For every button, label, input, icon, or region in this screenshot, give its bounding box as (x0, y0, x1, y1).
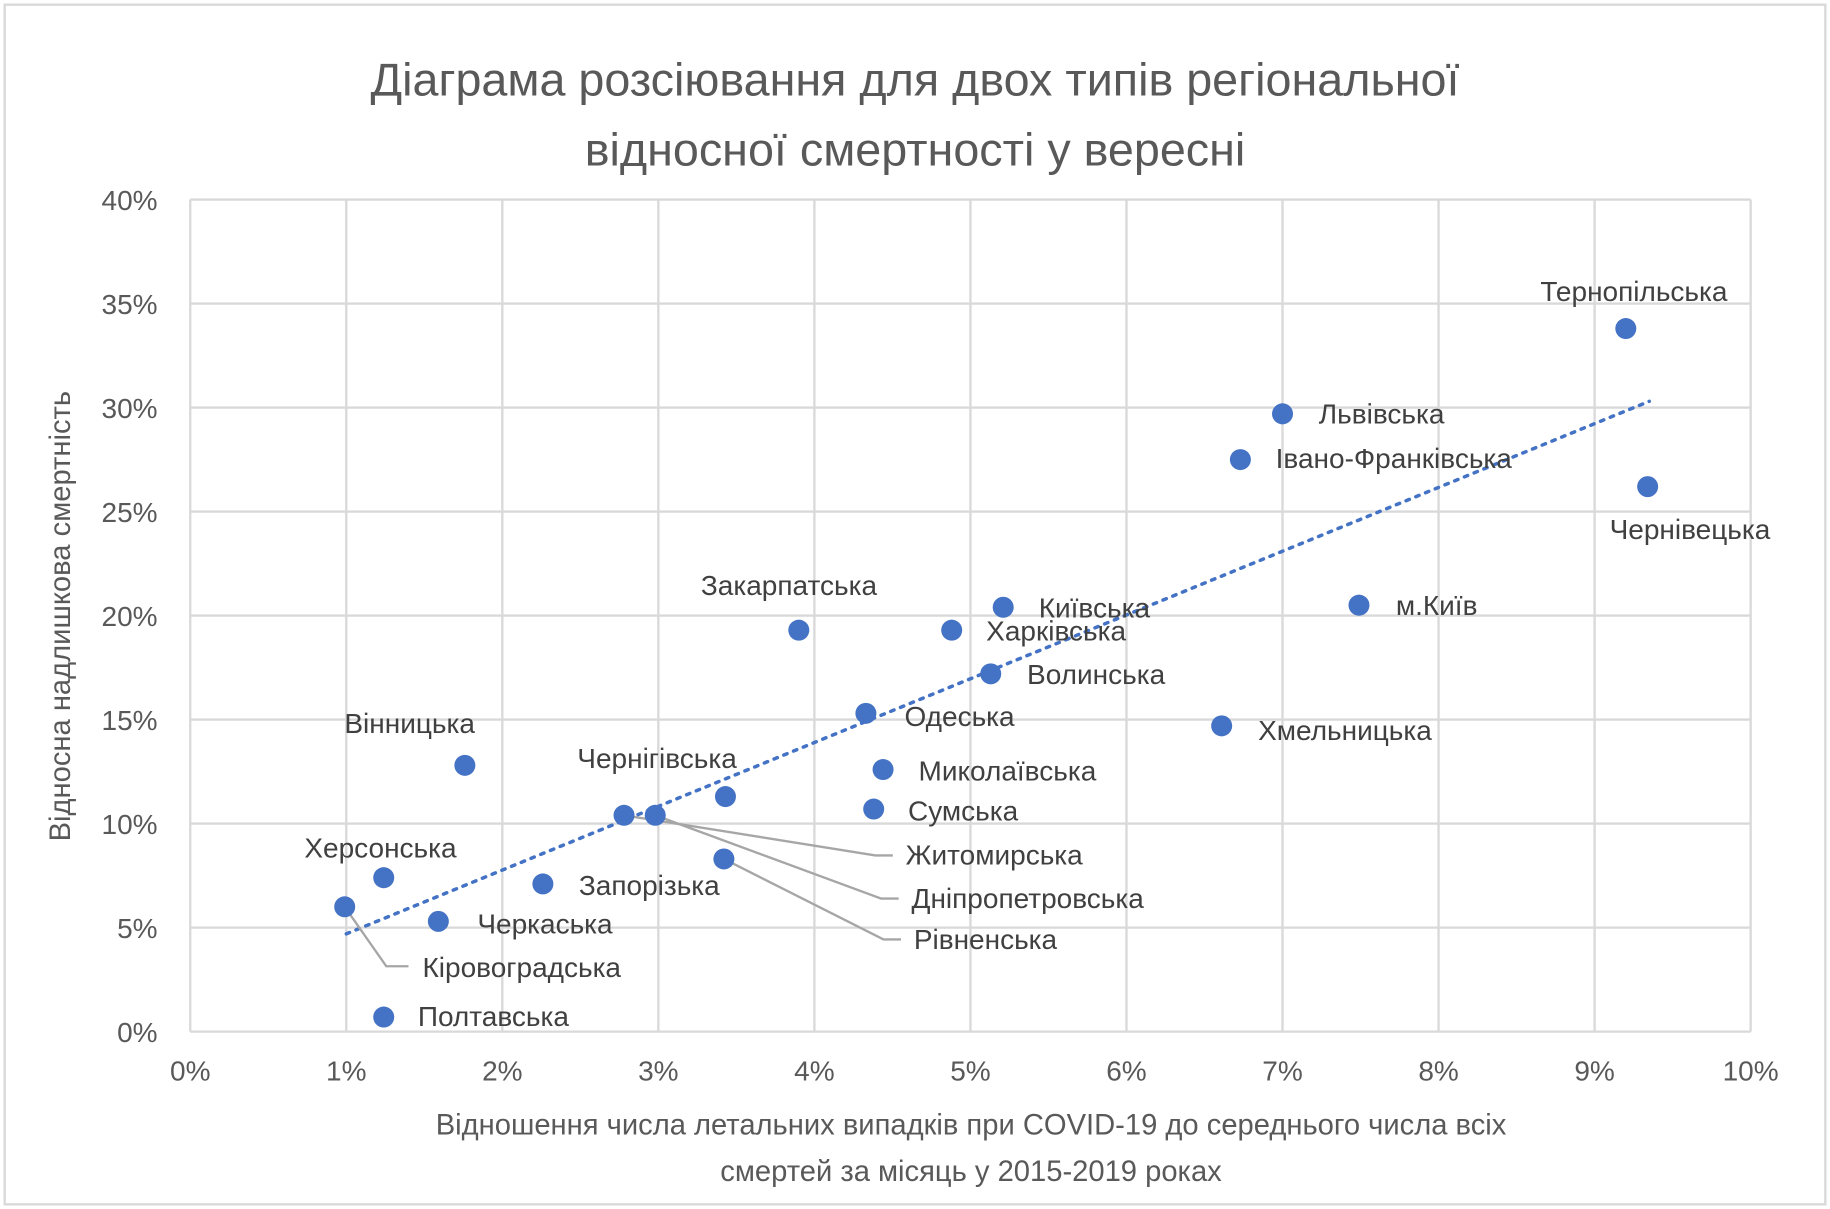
data-label: Вінницька (344, 708, 475, 739)
data-label: Тернопільська (1540, 276, 1727, 307)
data-label: Чернігівська (577, 743, 737, 774)
y-tick-label: 35% (102, 289, 158, 320)
data-point (1272, 403, 1294, 425)
y-tick-label: 15% (102, 705, 158, 736)
data-point (644, 804, 666, 826)
data-point (980, 663, 1002, 685)
leader-line (723, 857, 901, 941)
data-label: Волинська (1027, 659, 1166, 690)
data-label: Дніпропетровська (911, 883, 1144, 914)
data-point (941, 619, 963, 641)
y-axis-label: Відносна надлишкова смертність (45, 391, 77, 841)
chart-border (3, 3, 1827, 1206)
leader-line (343, 906, 409, 968)
x-tick-label: 9% (1574, 1056, 1614, 1087)
x-tick-label: 7% (1262, 1056, 1302, 1087)
x-tick-label: 5% (950, 1056, 990, 1087)
data-point (1615, 318, 1637, 340)
x-tick-label: 3% (638, 1056, 678, 1087)
y-tick-label: 40% (102, 185, 158, 216)
gridlines (189, 198, 1752, 1033)
data-point (872, 759, 894, 781)
x-tick-label: 0% (170, 1056, 210, 1087)
data-label: Херсонська (304, 833, 457, 864)
data-point (1637, 476, 1659, 498)
data-point (1348, 594, 1370, 616)
data-point (532, 873, 554, 895)
data-point (992, 596, 1014, 618)
data-label: Сумська (908, 795, 1019, 826)
leader-line (623, 814, 893, 857)
x-tick-label: 2% (482, 1056, 522, 1087)
data-label: Київська (1039, 592, 1151, 623)
data-label: Харківська (986, 616, 1126, 647)
leader-line (654, 814, 899, 900)
x-tick-label: 8% (1418, 1056, 1458, 1087)
data-point (427, 910, 449, 932)
x-axis-label-line-1: Відношення числа летальних випадків при … (436, 1109, 1507, 1141)
leader-lines (343, 814, 901, 968)
data-label: Івано-Франківська (1276, 443, 1513, 474)
data-points (334, 318, 1659, 1028)
data-point (613, 804, 635, 826)
data-point (855, 702, 877, 724)
y-tick-label: 25% (102, 497, 158, 528)
data-point (1211, 715, 1233, 737)
data-point (713, 848, 735, 870)
data-label: Одеська (904, 701, 1015, 732)
data-point (373, 867, 395, 889)
data-point (1229, 449, 1251, 471)
x-tick-label: 10% (1723, 1056, 1779, 1087)
chart-title-line-2: відносної смертності у вересні (585, 124, 1246, 176)
x-tick-label: 6% (1106, 1056, 1146, 1087)
data-point (334, 896, 356, 918)
tick-labels: 0% 1% 2% 3% 4% 5% 6% 7% 8% 9% 10% 0% 5% 10% 15% 20% 25% 3… (102, 185, 1779, 1087)
data-label: Закарпатська (701, 570, 878, 601)
data-point (373, 1006, 395, 1028)
data-label: Миколаївська (919, 756, 1097, 787)
y-tick-label: 0% (117, 1017, 157, 1048)
y-tick-label: 20% (102, 601, 158, 632)
data-label: Кіровоградська (422, 952, 621, 983)
y-tick-label: 5% (117, 913, 157, 944)
data-label: Львівська (1319, 399, 1445, 430)
x-axis-label-line-2: смертей за місяць у 2015-2019 роках (720, 1156, 1222, 1188)
data-label: Черкаська (477, 909, 613, 940)
data-point (454, 754, 476, 776)
x-tick-label: 1% (326, 1056, 366, 1087)
chart-title-line-1: Діаграма розсіювання для двох типів регі… (371, 54, 1460, 106)
data-label: Житомирська (906, 840, 1083, 871)
y-tick-label: 30% (102, 393, 158, 424)
data-label: Чернівецька (1610, 514, 1771, 545)
data-label: Хмельницька (1258, 715, 1432, 746)
data-label: Запорізька (579, 870, 720, 901)
data-point (714, 786, 736, 808)
data-labels: Тернопільська Львівська Івано-Франківська Ч… (304, 276, 1770, 1032)
data-point (788, 619, 810, 641)
data-label: Полтавська (418, 1001, 570, 1032)
data-label: Рівненська (914, 924, 1058, 955)
data-point (863, 798, 885, 820)
x-tick-label: 4% (794, 1056, 834, 1087)
data-label: м.Київ (1396, 590, 1478, 621)
y-tick-label: 10% (102, 809, 158, 840)
